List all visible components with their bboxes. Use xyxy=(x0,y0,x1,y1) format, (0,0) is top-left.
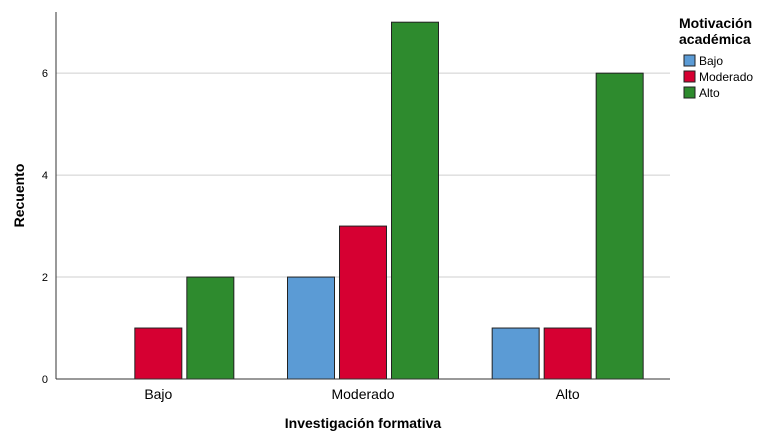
x-tick-labels: Bajo Moderado Alto xyxy=(144,386,580,402)
bars xyxy=(134,21,644,380)
legend-swatch-bajo xyxy=(683,54,696,67)
y-tick-label: 4 xyxy=(42,170,48,182)
y-axis-title: Recuento xyxy=(11,164,27,228)
legend-items: Bajo Moderado Alto xyxy=(683,54,753,100)
x-tick-label: Alto xyxy=(556,386,580,402)
legend-swatch-moderado xyxy=(683,70,696,83)
x-tick-label: Moderado xyxy=(331,386,394,402)
legend: Motivación académica Bajo Moderado Alto xyxy=(679,15,753,100)
legend-title-line-2: académica xyxy=(679,31,751,47)
bar-alto-bajo xyxy=(491,327,540,380)
bar-bajo-alto xyxy=(186,276,235,380)
x-axis-title: Investigación formativa xyxy=(285,415,442,431)
axes xyxy=(55,12,670,380)
legend-label-alto: Alto xyxy=(699,86,720,100)
bar-moderado-alto xyxy=(391,21,439,380)
y-tick-labels: 0 2 4 6 xyxy=(42,68,48,386)
x-tick-label: Bajo xyxy=(144,386,172,402)
legend-title-line-1: Motivación xyxy=(679,15,752,31)
bar-moderado-bajo xyxy=(287,276,335,380)
legend-label-moderado: Moderado xyxy=(699,70,753,84)
bar-bajo-moderado xyxy=(134,327,183,380)
bar-alto-moderado xyxy=(543,327,592,380)
y-tick-label: 6 xyxy=(42,68,48,80)
legend-swatch-alto xyxy=(683,86,696,99)
legend-label-bajo: Bajo xyxy=(699,54,723,68)
y-tick-label: 2 xyxy=(42,272,48,284)
bar-alto-alto xyxy=(595,72,644,380)
y-tick-label: 0 xyxy=(42,374,48,386)
bar-moderado-moderado xyxy=(339,225,387,380)
